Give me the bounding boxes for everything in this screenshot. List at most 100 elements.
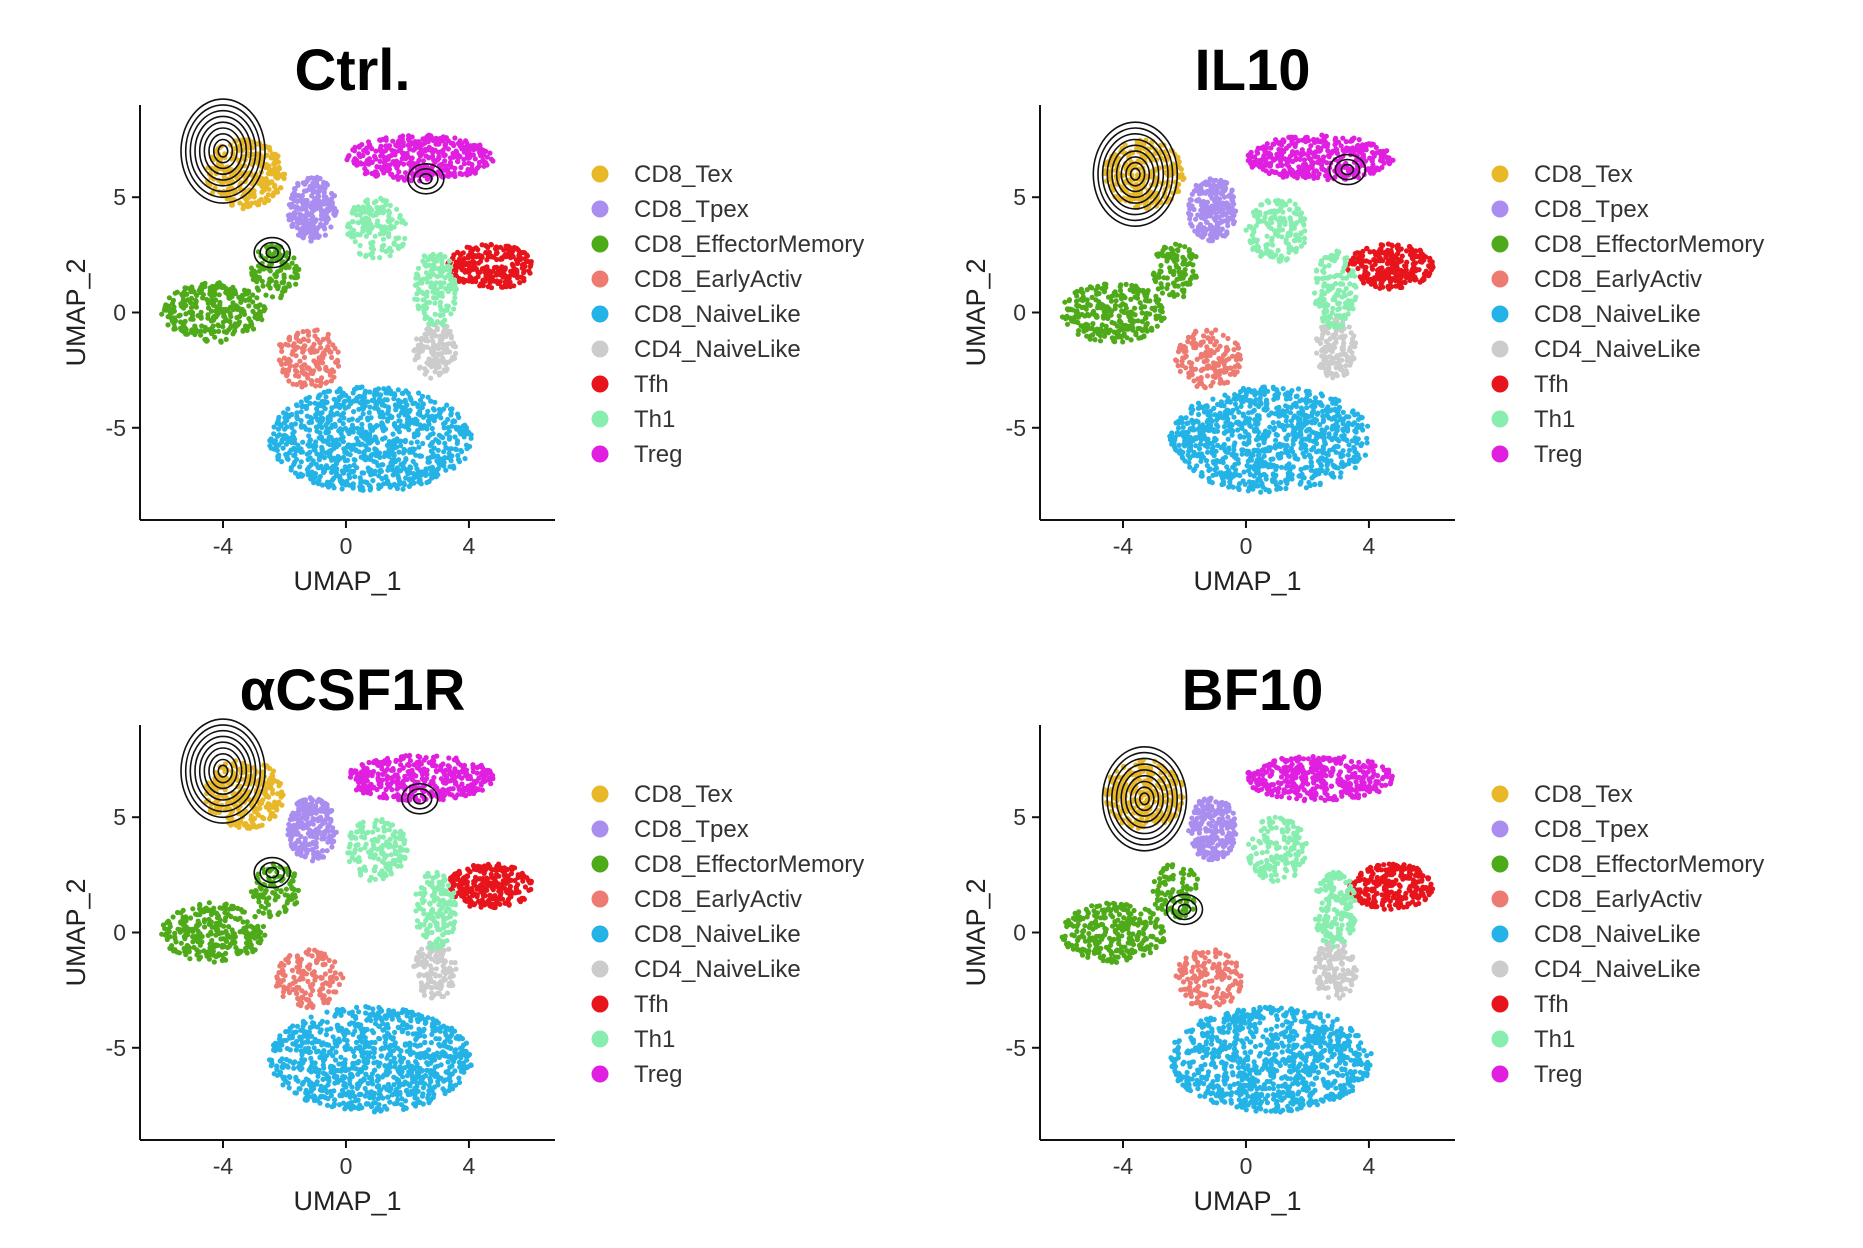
data-point <box>1297 398 1303 404</box>
data-point <box>337 477 343 483</box>
data-point <box>363 457 369 463</box>
data-point <box>159 311 165 317</box>
data-point <box>351 409 357 415</box>
data-point <box>326 481 332 487</box>
data-point <box>360 411 366 417</box>
data-point <box>1135 325 1141 331</box>
data-point <box>1189 340 1195 346</box>
data-point <box>391 453 397 459</box>
data-point <box>236 147 242 153</box>
data-point <box>281 171 288 177</box>
data-point <box>434 327 440 333</box>
data-point <box>329 200 335 206</box>
data-point <box>313 217 319 223</box>
data-point <box>1220 332 1226 338</box>
data-point <box>297 215 303 221</box>
y-tick-label: 0 <box>113 300 126 326</box>
data-point <box>324 206 330 212</box>
data-point <box>1203 349 1209 355</box>
data-point <box>1263 473 1269 479</box>
data-point <box>1290 441 1296 447</box>
legend-swatch <box>591 270 609 288</box>
data-point <box>488 275 494 282</box>
data-point <box>1253 397 1259 403</box>
data-point <box>411 348 417 354</box>
data-point <box>440 341 446 347</box>
data-point <box>198 309 204 315</box>
data-point <box>328 425 334 431</box>
data-point <box>306 419 312 426</box>
data-point <box>1341 432 1347 439</box>
data-point <box>1059 314 1066 320</box>
data-point <box>1185 420 1191 426</box>
data-point <box>315 465 321 471</box>
data-point <box>170 297 176 303</box>
data-point <box>1250 452 1256 458</box>
data-point <box>435 453 441 459</box>
data-point <box>1352 449 1358 455</box>
data-point <box>415 411 421 417</box>
data-point <box>1072 314 1078 320</box>
data-point <box>448 333 454 339</box>
data-point <box>280 369 286 375</box>
data-point <box>1083 321 1089 327</box>
data-point <box>502 252 508 258</box>
data-point <box>1317 480 1323 486</box>
data-point <box>301 347 307 353</box>
data-point <box>1231 219 1237 225</box>
data-point <box>1224 200 1230 206</box>
data-point <box>291 461 297 467</box>
data-point <box>272 438 278 444</box>
data-point <box>392 445 398 451</box>
data-point <box>1189 334 1195 340</box>
data-point <box>458 164 464 171</box>
data-point <box>448 458 454 464</box>
data-point <box>360 403 366 409</box>
data-point <box>394 220 400 226</box>
data-point <box>1235 485 1241 491</box>
data-point <box>388 248 394 254</box>
data-point <box>1237 352 1243 358</box>
x-axis-label: UMAP_1 <box>293 566 401 596</box>
data-point <box>415 346 421 352</box>
data-point <box>444 303 450 309</box>
data-point <box>433 358 439 364</box>
data-point <box>1187 260 1193 267</box>
data-point <box>475 269 481 275</box>
data-point <box>278 342 284 348</box>
data-point <box>396 429 402 435</box>
data-point <box>1312 395 1318 401</box>
data-point <box>400 486 406 492</box>
data-point <box>507 254 513 260</box>
data-point <box>317 402 323 409</box>
data-point <box>1329 407 1335 413</box>
data-point <box>350 485 356 491</box>
data-point <box>432 311 438 317</box>
data-point <box>1122 142 1128 148</box>
data-point <box>331 208 337 214</box>
data-point <box>340 434 346 440</box>
data-point <box>468 275 474 282</box>
data-point <box>1296 410 1302 416</box>
data-point <box>1241 440 1247 446</box>
data-point <box>1340 409 1346 415</box>
data-point <box>378 153 384 159</box>
data-point <box>398 443 404 449</box>
data-point <box>368 415 374 421</box>
data-point <box>422 366 428 372</box>
data-point <box>321 189 327 196</box>
data-point <box>466 429 472 435</box>
series-CD8_EarlyActiv <box>1173 327 1244 391</box>
data-point <box>370 478 376 484</box>
data-point <box>397 480 403 486</box>
data-point <box>403 456 409 463</box>
data-point <box>1213 327 1219 333</box>
data-point <box>502 272 508 278</box>
data-point <box>1209 418 1215 424</box>
data-point <box>1193 182 1199 189</box>
data-point <box>1247 416 1253 422</box>
data-point <box>456 459 463 465</box>
data-point <box>171 315 178 321</box>
data-point <box>438 370 444 376</box>
data-point <box>1205 444 1211 450</box>
